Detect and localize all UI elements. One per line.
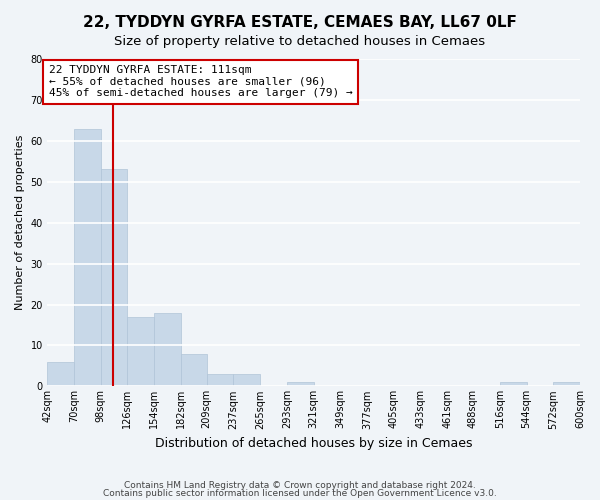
X-axis label: Distribution of detached houses by size in Cemaes: Distribution of detached houses by size … <box>155 437 472 450</box>
Bar <box>101 170 127 386</box>
Bar <box>181 354 206 386</box>
Bar <box>287 382 314 386</box>
Bar <box>47 362 74 386</box>
Bar <box>553 382 580 386</box>
Text: Contains HM Land Registry data © Crown copyright and database right 2024.: Contains HM Land Registry data © Crown c… <box>124 481 476 490</box>
Text: Size of property relative to detached houses in Cemaes: Size of property relative to detached ho… <box>115 35 485 48</box>
Text: Contains public sector information licensed under the Open Government Licence v3: Contains public sector information licen… <box>103 488 497 498</box>
Bar <box>74 128 101 386</box>
Text: 22, TYDDYN GYRFA ESTATE, CEMAES BAY, LL67 0LF: 22, TYDDYN GYRFA ESTATE, CEMAES BAY, LL6… <box>83 15 517 30</box>
Bar <box>500 382 527 386</box>
Text: 22 TYDDYN GYRFA ESTATE: 111sqm
← 55% of detached houses are smaller (96)
45% of : 22 TYDDYN GYRFA ESTATE: 111sqm ← 55% of … <box>49 65 353 98</box>
Bar <box>154 312 181 386</box>
Bar <box>127 317 154 386</box>
Y-axis label: Number of detached properties: Number of detached properties <box>15 135 25 310</box>
Bar <box>206 374 233 386</box>
Bar <box>233 374 260 386</box>
